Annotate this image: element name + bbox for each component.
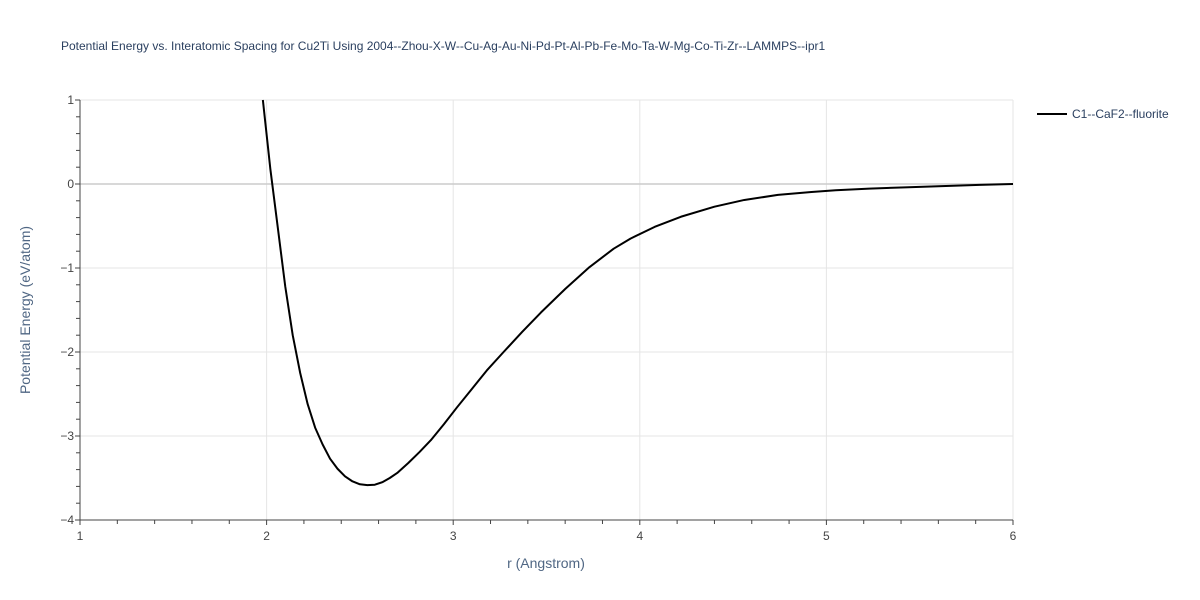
y-tick-label: −2 bbox=[60, 345, 74, 359]
legend-label: C1--CaF2--fluorite bbox=[1072, 107, 1169, 121]
x-tick-label: 2 bbox=[263, 529, 270, 543]
x-tick-label: 6 bbox=[1010, 529, 1017, 543]
series-line[interactable] bbox=[261, 99, 1014, 487]
y-tick-label: 1 bbox=[67, 93, 74, 107]
x-tick-label: 3 bbox=[450, 529, 457, 543]
y-tick-label: −3 bbox=[60, 429, 74, 443]
y-ticks: 1 0 −1 −2 −3 −4 bbox=[60, 93, 74, 527]
legend[interactable]: C1--CaF2--fluorite bbox=[1037, 107, 1169, 121]
series-layer bbox=[261, 99, 1014, 487]
x-tick-label: 4 bbox=[636, 529, 643, 543]
x-ticks: 1 2 3 4 5 6 bbox=[77, 529, 1017, 543]
chart-title: Potential Energy vs. Interatomic Spacing… bbox=[61, 39, 826, 53]
y-tick-label: −1 bbox=[60, 261, 74, 275]
gridlines bbox=[80, 99, 1014, 520]
y-tick-label: 0 bbox=[67, 177, 74, 191]
y-tick-label: −4 bbox=[60, 513, 74, 527]
x-tick-label: 1 bbox=[77, 529, 84, 543]
axes bbox=[75, 99, 1014, 525]
x-axis-title: r (Angstrom) bbox=[507, 555, 585, 571]
y-axis-title: Potential Energy (eV/atom) bbox=[17, 226, 33, 394]
x-tick-label: 5 bbox=[823, 529, 830, 543]
